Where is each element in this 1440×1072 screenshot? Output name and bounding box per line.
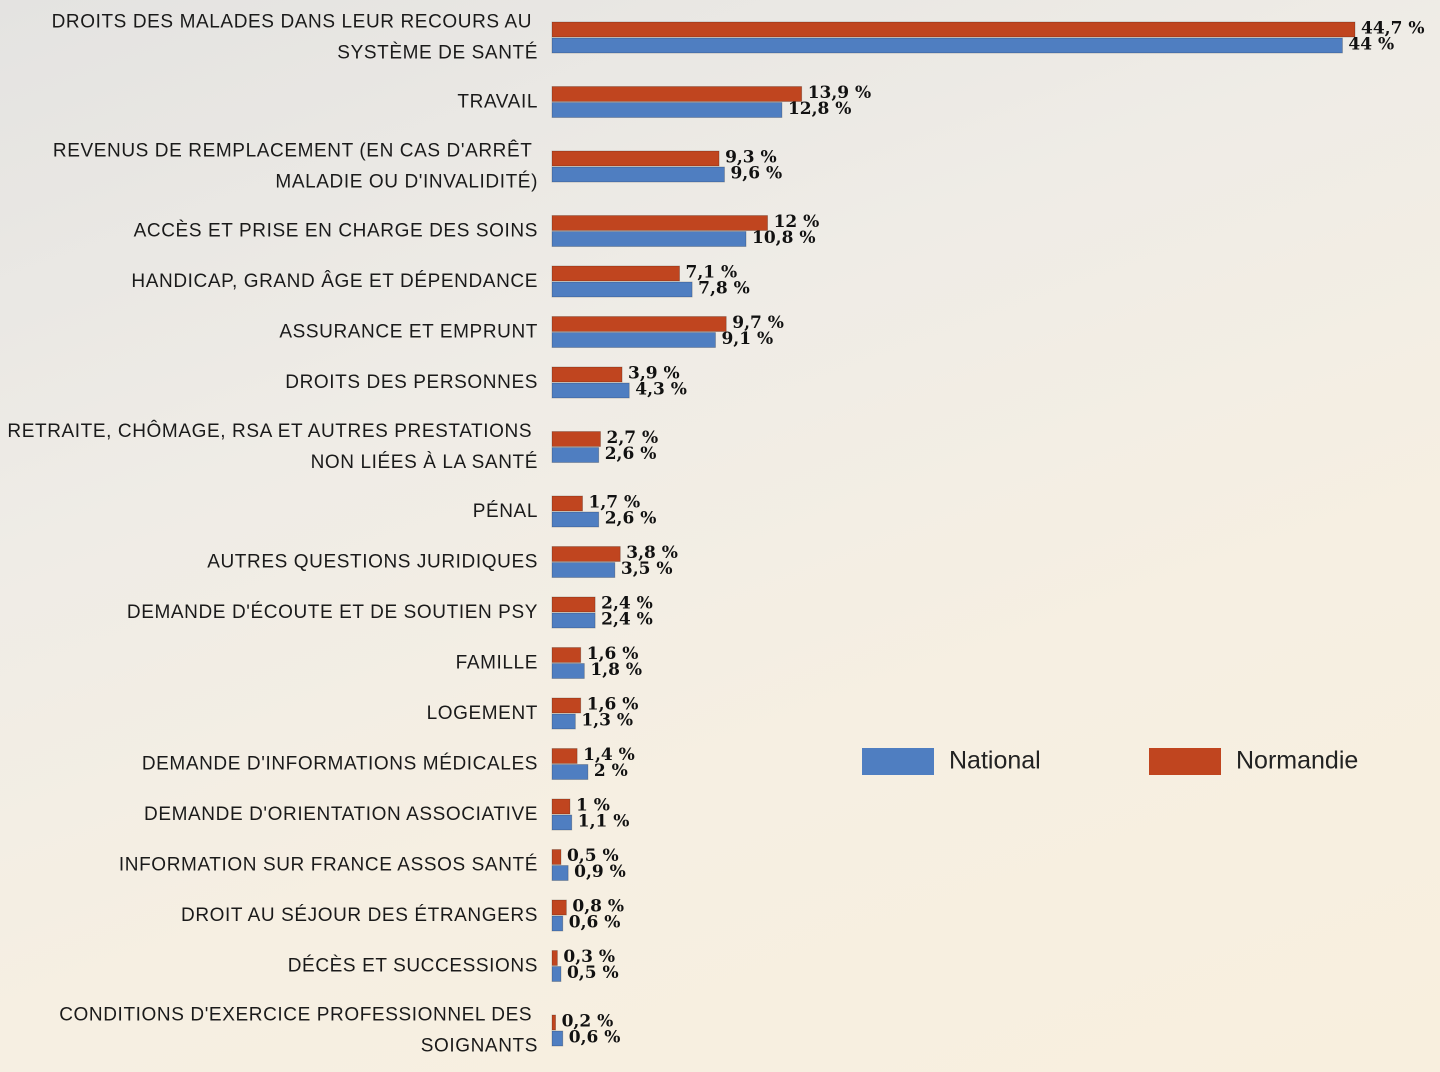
category-label: DROITS DES MALADES DANS LEUR RECOURS AU … [52,12,538,64]
category-label: AUTRES QUESTIONS JURIDIQUES [207,552,538,573]
bar [552,367,622,382]
bar [552,333,715,348]
bar [552,815,572,830]
chart: DROITS DES MALADES DANS LEUR RECOURS AU … [0,0,1440,1072]
value-label: 2 % [594,761,628,781]
value-label: 9,6 % [730,164,782,184]
value-label: 1,3 % [581,711,633,731]
bar [552,512,599,527]
category-label: CONDITIONS D'EXERCICE PROFESSIONNEL DES … [59,1005,538,1057]
bar [552,103,782,118]
bar [552,448,599,463]
value-label: 0,6 % [569,1028,621,1048]
category-label: DROIT AU SÉJOUR DES ÉTRANGERS [181,905,538,926]
value-label: 1,1 % [578,812,630,832]
bar [552,951,557,966]
bar [552,597,595,612]
category-label: HANDICAP, GRAND ÂGE ET DÉPENDANCE [131,270,538,292]
value-label: 2,6 % [605,444,657,464]
bar [552,383,629,398]
bar [552,22,1355,37]
bar [552,547,620,562]
bar [552,799,570,814]
bar [552,496,583,511]
legend-swatch [862,748,934,775]
bar [552,87,802,102]
value-label: 3,5 % [621,559,673,579]
category-label: INFORMATION SUR FRANCE ASSOS SANTÉ [119,855,538,876]
bar [552,613,595,628]
bar [552,317,726,332]
value-label: 10,8 % [752,228,815,248]
bar [552,1015,556,1030]
bar [552,648,581,663]
bar [552,850,561,865]
bar [552,967,561,982]
bar [552,151,719,166]
legend-label: Normandie [1236,747,1358,775]
category-label: DEMANDE D'INFORMATIONS MÉDICALES [142,754,538,775]
value-label: 2,6 % [605,509,657,529]
category-label: DEMANDE D'ÉCOUTE ET DE SOUTIEN PSY [127,602,538,623]
bar [552,916,563,931]
category-label: LOGEMENT [427,703,538,724]
category-label: RETRAITE, CHÔMAGE, RSA ET AUTRES PRESTAT… [7,420,538,473]
category-label: DÉCÈS ET SUCCESSIONS [288,956,538,977]
bar [552,563,615,578]
category-label: PÉNAL [473,501,538,522]
bar [552,167,724,182]
value-label: 7,8 % [698,279,750,299]
value-label: 12,8 % [788,99,851,119]
category-label: DROITS DES PERSONNES [285,372,538,393]
category-label: REVENUS DE REMPLACEMENT (EN CAS D'ARRÊT … [53,140,538,193]
bar [552,714,575,729]
bar [552,38,1342,53]
bar [552,232,746,247]
bar [552,664,584,679]
bar [552,216,768,231]
bar [552,765,588,780]
category-label: ACCÈS ET PRISE EN CHARGE DES SOINS [134,221,538,242]
bar [552,749,577,764]
category-label: ASSURANCE ET EMPRUNT [279,322,538,343]
value-label: 1,8 % [590,660,642,680]
category-label: FAMILLE [456,653,538,674]
value-label: 44 % [1348,35,1394,55]
bar [552,900,566,915]
value-label: 0,5 % [567,963,619,983]
value-label: 0,9 % [574,862,626,882]
value-label: 9,1 % [721,329,773,349]
category-label: DEMANDE D'ORIENTATION ASSOCIATIVE [144,804,538,825]
bar [552,432,601,447]
category-label: TRAVAIL [457,92,538,113]
legend-label: National [949,747,1041,775]
value-label: 0,6 % [569,913,621,933]
bar [552,1031,563,1046]
bar [552,698,581,713]
bar [552,866,568,881]
legend-swatch [1149,748,1221,775]
value-label: 4,3 % [635,380,687,400]
bar [552,266,680,281]
value-label: 2,4 % [601,610,653,630]
bar [552,282,692,297]
